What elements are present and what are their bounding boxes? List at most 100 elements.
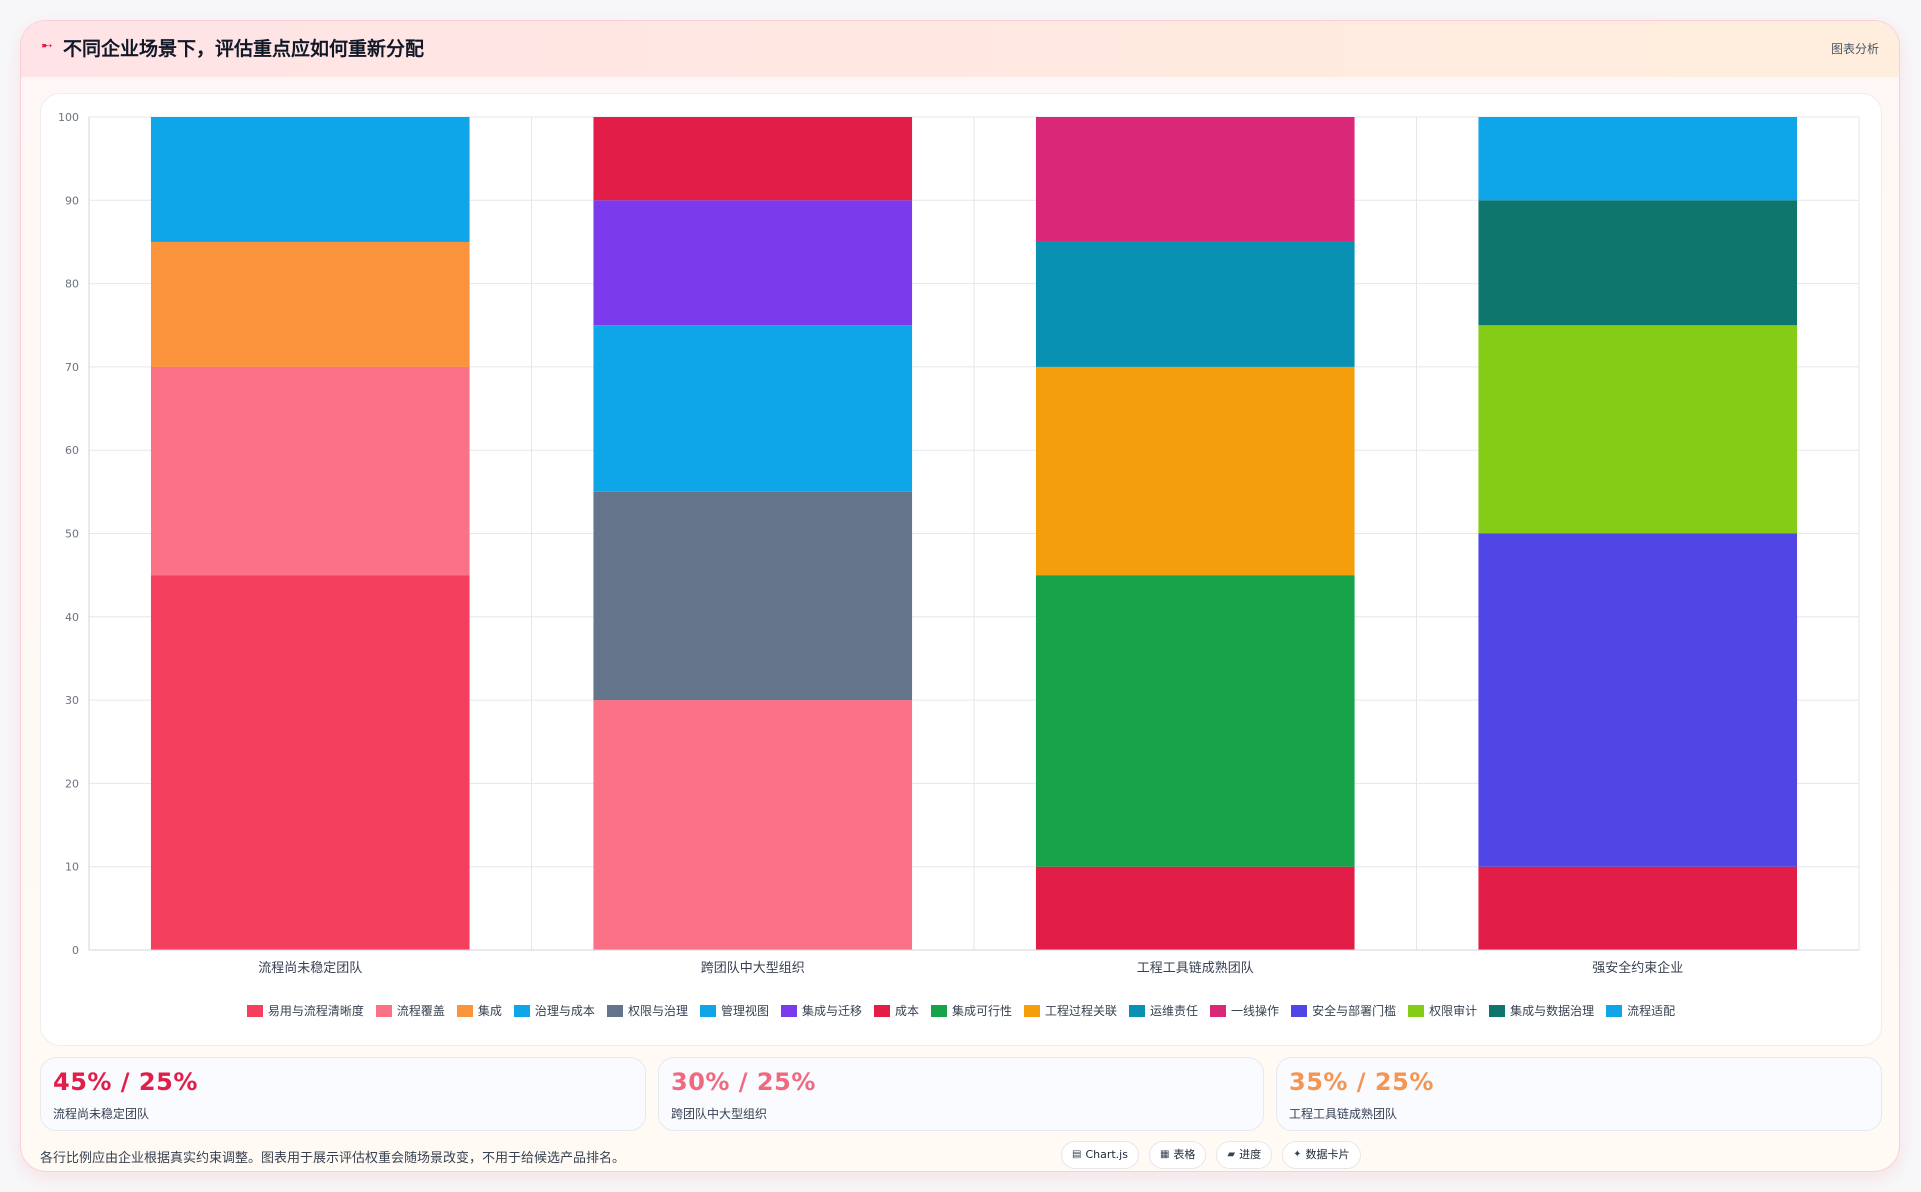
legend-swatch bbox=[780, 1004, 797, 1017]
bar-segment bbox=[1478, 117, 1798, 201]
bar-segment bbox=[150, 366, 470, 576]
legend-item[interactable]: 安全与部署门槛 bbox=[1291, 1002, 1396, 1019]
bar-segment bbox=[1478, 533, 1798, 867]
card-header: ➸ 不同企业场景下，评估重点应如何重新分配 图表分析 bbox=[21, 21, 1899, 77]
bar-segment bbox=[593, 700, 913, 950]
legend-swatch bbox=[873, 1004, 890, 1017]
legend-swatch bbox=[1489, 1004, 1506, 1017]
y-tick-label: 0 bbox=[72, 944, 79, 957]
legend-label: 集成与迁移 bbox=[801, 1004, 862, 1018]
legend-swatch bbox=[513, 1004, 530, 1017]
bar-segment bbox=[1035, 241, 1355, 367]
legend-swatch bbox=[1129, 1004, 1146, 1017]
stat-value: 30% / 25% bbox=[671, 1068, 816, 1096]
chip-table[interactable]: ▦ 表格 bbox=[1148, 1141, 1207, 1169]
bar-segment bbox=[1035, 866, 1355, 950]
bar-segment bbox=[593, 117, 913, 201]
sparkle-icon: ✦ bbox=[1293, 1149, 1302, 1160]
stat-label: 流程尚未稳定团队 bbox=[53, 1107, 150, 1121]
bar-segment bbox=[150, 575, 470, 950]
x-tick-label: 工程工具链成熟团队 bbox=[1137, 960, 1254, 976]
bar-segment bbox=[593, 325, 913, 492]
y-tick-label: 80 bbox=[65, 278, 79, 291]
table-icon: ▦ bbox=[1159, 1149, 1170, 1160]
chart-icon: ▤ bbox=[1072, 1149, 1082, 1160]
legend-label: 集成与数据治理 bbox=[1510, 1004, 1595, 1018]
legend-label: 集成 bbox=[477, 1004, 502, 1018]
legend-label: 权限与治理 bbox=[627, 1004, 688, 1018]
chip-group: ▤ Chart.js ▦ 表格 ▰ 进度 ✦ 数据卡片 bbox=[1061, 1141, 1361, 1169]
y-tick-label: 70 bbox=[65, 361, 79, 374]
stat-card-2: 30% / 25% 跨团队中大型组织 bbox=[658, 1057, 1264, 1131]
legend-item[interactable]: 流程适配 bbox=[1606, 1002, 1675, 1019]
legend-item[interactable]: 权限与治理 bbox=[606, 1002, 688, 1019]
chip-label: Chart.js bbox=[1085, 1148, 1128, 1161]
bar-segment bbox=[1478, 200, 1798, 326]
legend-item[interactable]: 治理与成本 bbox=[513, 1002, 595, 1019]
chip-label: 表格 bbox=[1173, 1148, 1196, 1161]
legend-label: 易用与流程清晰度 bbox=[267, 1004, 364, 1018]
y-tick-label: 20 bbox=[65, 777, 79, 790]
legend-item[interactable]: 一线操作 bbox=[1210, 1002, 1279, 1019]
legend-item[interactable]: 运维责任 bbox=[1129, 1002, 1198, 1019]
legend-item[interactable]: 集成与迁移 bbox=[780, 1002, 862, 1019]
legend-label: 工程过程关联 bbox=[1045, 1004, 1118, 1018]
legend-swatch bbox=[699, 1004, 716, 1017]
page-title: 不同企业场景下，评估重点应如何重新分配 bbox=[63, 38, 425, 60]
legend-label: 治理与成本 bbox=[534, 1004, 595, 1018]
legend-item[interactable]: 成本 bbox=[873, 1002, 919, 1019]
legend-item[interactable]: 集成与数据治理 bbox=[1489, 1002, 1594, 1019]
chart-card: ➸ 不同企业场景下，评估重点应如何重新分配 图表分析 0 10 20 30 40 50 60… bbox=[20, 20, 1900, 1172]
chart-legend: 易用与流程清晰度 流程覆盖 集成 治理与成本 权限与治理 管理视图 集成与迁移 成本 集成可行性… bbox=[41, 1002, 1881, 1019]
bar-segment bbox=[150, 241, 470, 367]
legend-item[interactable]: 权限审计 bbox=[1408, 1002, 1477, 1019]
y-tick-label: 60 bbox=[65, 444, 79, 457]
y-tick-label: 50 bbox=[65, 528, 79, 541]
legend-item[interactable]: 集成可行性 bbox=[931, 1002, 1012, 1019]
legend-swatch bbox=[1606, 1004, 1623, 1017]
legend-label: 运维责任 bbox=[1150, 1004, 1199, 1018]
x-tick-label: 流程尚未稳定团队 bbox=[258, 960, 362, 976]
legend-label: 流程适配 bbox=[1627, 1004, 1676, 1018]
y-tick-label: 90 bbox=[65, 194, 79, 207]
chip-data-card[interactable]: ✦ 数据卡片 bbox=[1282, 1141, 1361, 1169]
legend-swatch bbox=[375, 1004, 392, 1017]
bar-segment bbox=[1478, 325, 1798, 534]
legend-swatch bbox=[931, 1004, 947, 1017]
legend-label: 流程覆盖 bbox=[396, 1004, 445, 1018]
legend-item[interactable]: 管理视图 bbox=[699, 1002, 769, 1019]
y-tick-label: 100 bbox=[58, 111, 79, 124]
legend-item[interactable]: 工程过程关联 bbox=[1024, 1002, 1117, 1019]
stat-card-1: 45% / 25% 流程尚未稳定团队 bbox=[40, 1057, 646, 1131]
legend-label: 成本 bbox=[894, 1004, 919, 1018]
chip-chartjs[interactable]: ▤ Chart.js bbox=[1061, 1141, 1139, 1169]
chip-label: 数据卡片 bbox=[1305, 1148, 1350, 1161]
chip-progress[interactable]: ▰ 进度 bbox=[1216, 1141, 1273, 1169]
legend-label: 一线操作 bbox=[1231, 1004, 1280, 1018]
legend-swatch bbox=[1024, 1004, 1041, 1017]
stat-card-3: 35% / 25% 工程工具链成熟团队 bbox=[1276, 1057, 1882, 1131]
bar-segment bbox=[1035, 575, 1355, 867]
legend-swatch bbox=[1210, 1004, 1227, 1017]
stat-value: 45% / 25% bbox=[53, 1068, 198, 1096]
bar-segment bbox=[1478, 866, 1798, 950]
progress-icon: ▰ bbox=[1227, 1149, 1236, 1160]
bar-segment bbox=[1035, 117, 1355, 242]
legend-label: 管理视图 bbox=[720, 1004, 769, 1018]
legend-swatch bbox=[1408, 1004, 1425, 1017]
legend-swatch bbox=[606, 1004, 623, 1017]
footnote: 各行比例应由企业根据真实约束调整。图表用于展示评估权重会随场景改变，不用于给候选… bbox=[40, 1151, 626, 1166]
legend-item[interactable]: 流程覆盖 bbox=[375, 1002, 445, 1019]
legend-item[interactable]: 集成 bbox=[456, 1002, 502, 1019]
legend-label: 安全与部署门槛 bbox=[1312, 1004, 1397, 1018]
legend-swatch bbox=[246, 1004, 263, 1017]
x-tick-label: 跨团队中大型组织 bbox=[701, 961, 805, 976]
x-tick-label: 强安全约束企业 bbox=[1592, 960, 1683, 976]
stat-label: 跨团队中大型组织 bbox=[671, 1107, 768, 1121]
bar-segment bbox=[1035, 366, 1355, 576]
bar-segment bbox=[593, 491, 913, 701]
legend-swatch bbox=[1291, 1004, 1308, 1017]
chart-panel: 0 10 20 30 40 50 60 70 80 90 100 流程尚未稳定团队 跨团队中大型组织 工程… bbox=[40, 93, 1882, 1046]
legend-item[interactable]: 易用与流程清晰度 bbox=[246, 1002, 364, 1019]
y-tick-label: 30 bbox=[65, 694, 79, 707]
